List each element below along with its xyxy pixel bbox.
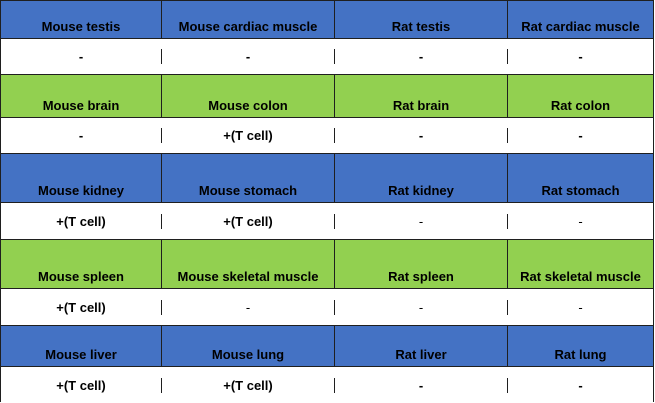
- header-cell: Rat colon: [550, 98, 611, 113]
- value-cell: +(T cell): [1, 377, 162, 393]
- value-cell: -: [162, 299, 335, 315]
- value-cell: -: [335, 377, 508, 393]
- table-header-row: Mouse testis Mouse cardiac muscle Rat te…: [1, 1, 653, 38]
- header-cell: Rat lung: [554, 347, 607, 362]
- header-cell: Rat liver: [335, 326, 508, 366]
- header-cell: Mouse kidney: [1, 154, 162, 202]
- header-cell: Mouse stomach: [162, 154, 335, 202]
- table-header-row: Mouse spleen Mouse skeletal muscle Rat s…: [1, 240, 653, 288]
- header-cell: Rat stomach: [541, 183, 620, 198]
- value-cell: -: [1, 128, 162, 143]
- value-cell: +(T cell): [1, 213, 162, 229]
- value-cell: -: [335, 299, 508, 315]
- value-cell: +(T cell): [162, 213, 335, 229]
- header-cell: Rat brain: [335, 75, 508, 117]
- value-cell: -: [162, 49, 335, 64]
- value-cell: -: [335, 128, 508, 143]
- table-value-row: - +(T cell) - -: [1, 117, 653, 154]
- header-cell: Mouse brain: [1, 75, 162, 117]
- table-header-row: Mouse brain Mouse colon Rat brain Rat co…: [1, 75, 653, 117]
- header-cell: Mouse testis: [1, 1, 162, 38]
- value-cell: -: [578, 377, 583, 393]
- table-header-row: Mouse kidney Mouse stomach Rat kidney Ra…: [1, 154, 653, 202]
- value-cell: -: [578, 49, 583, 64]
- table-value-row: - - - -: [1, 38, 653, 75]
- header-cell: Mouse spleen: [1, 240, 162, 288]
- header-cell: Rat kidney: [335, 154, 508, 202]
- table-value-row: +(T cell) - - -: [1, 288, 653, 326]
- header-cell: Mouse cardiac muscle: [162, 1, 335, 38]
- header-cell: Mouse skeletal muscle: [162, 240, 335, 288]
- table-value-row: +(T cell) +(T cell) - -: [1, 202, 653, 240]
- header-cell: Mouse lung: [162, 326, 335, 366]
- table-value-row: +(T cell) +(T cell) - -: [1, 366, 653, 403]
- header-cell: Rat cardiac muscle: [521, 19, 640, 34]
- header-cell: Mouse liver: [1, 326, 162, 366]
- value-cell: +(T cell): [162, 377, 335, 393]
- value-cell: -: [335, 49, 508, 64]
- header-cell: Mouse colon: [162, 75, 335, 117]
- value-cell: -: [1, 49, 162, 64]
- value-cell: -: [578, 213, 583, 229]
- value-cell: -: [335, 213, 508, 229]
- value-cell: -: [578, 299, 583, 315]
- header-cell: Rat skeletal muscle: [520, 269, 641, 284]
- value-cell: +(T cell): [1, 299, 162, 315]
- table-header-row: Mouse liver Mouse lung Rat liver Rat lun…: [1, 326, 653, 366]
- value-cell: +(T cell): [162, 128, 335, 143]
- header-cell: Rat spleen: [335, 240, 508, 288]
- header-cell: Rat testis: [335, 1, 508, 38]
- value-cell: -: [578, 128, 583, 143]
